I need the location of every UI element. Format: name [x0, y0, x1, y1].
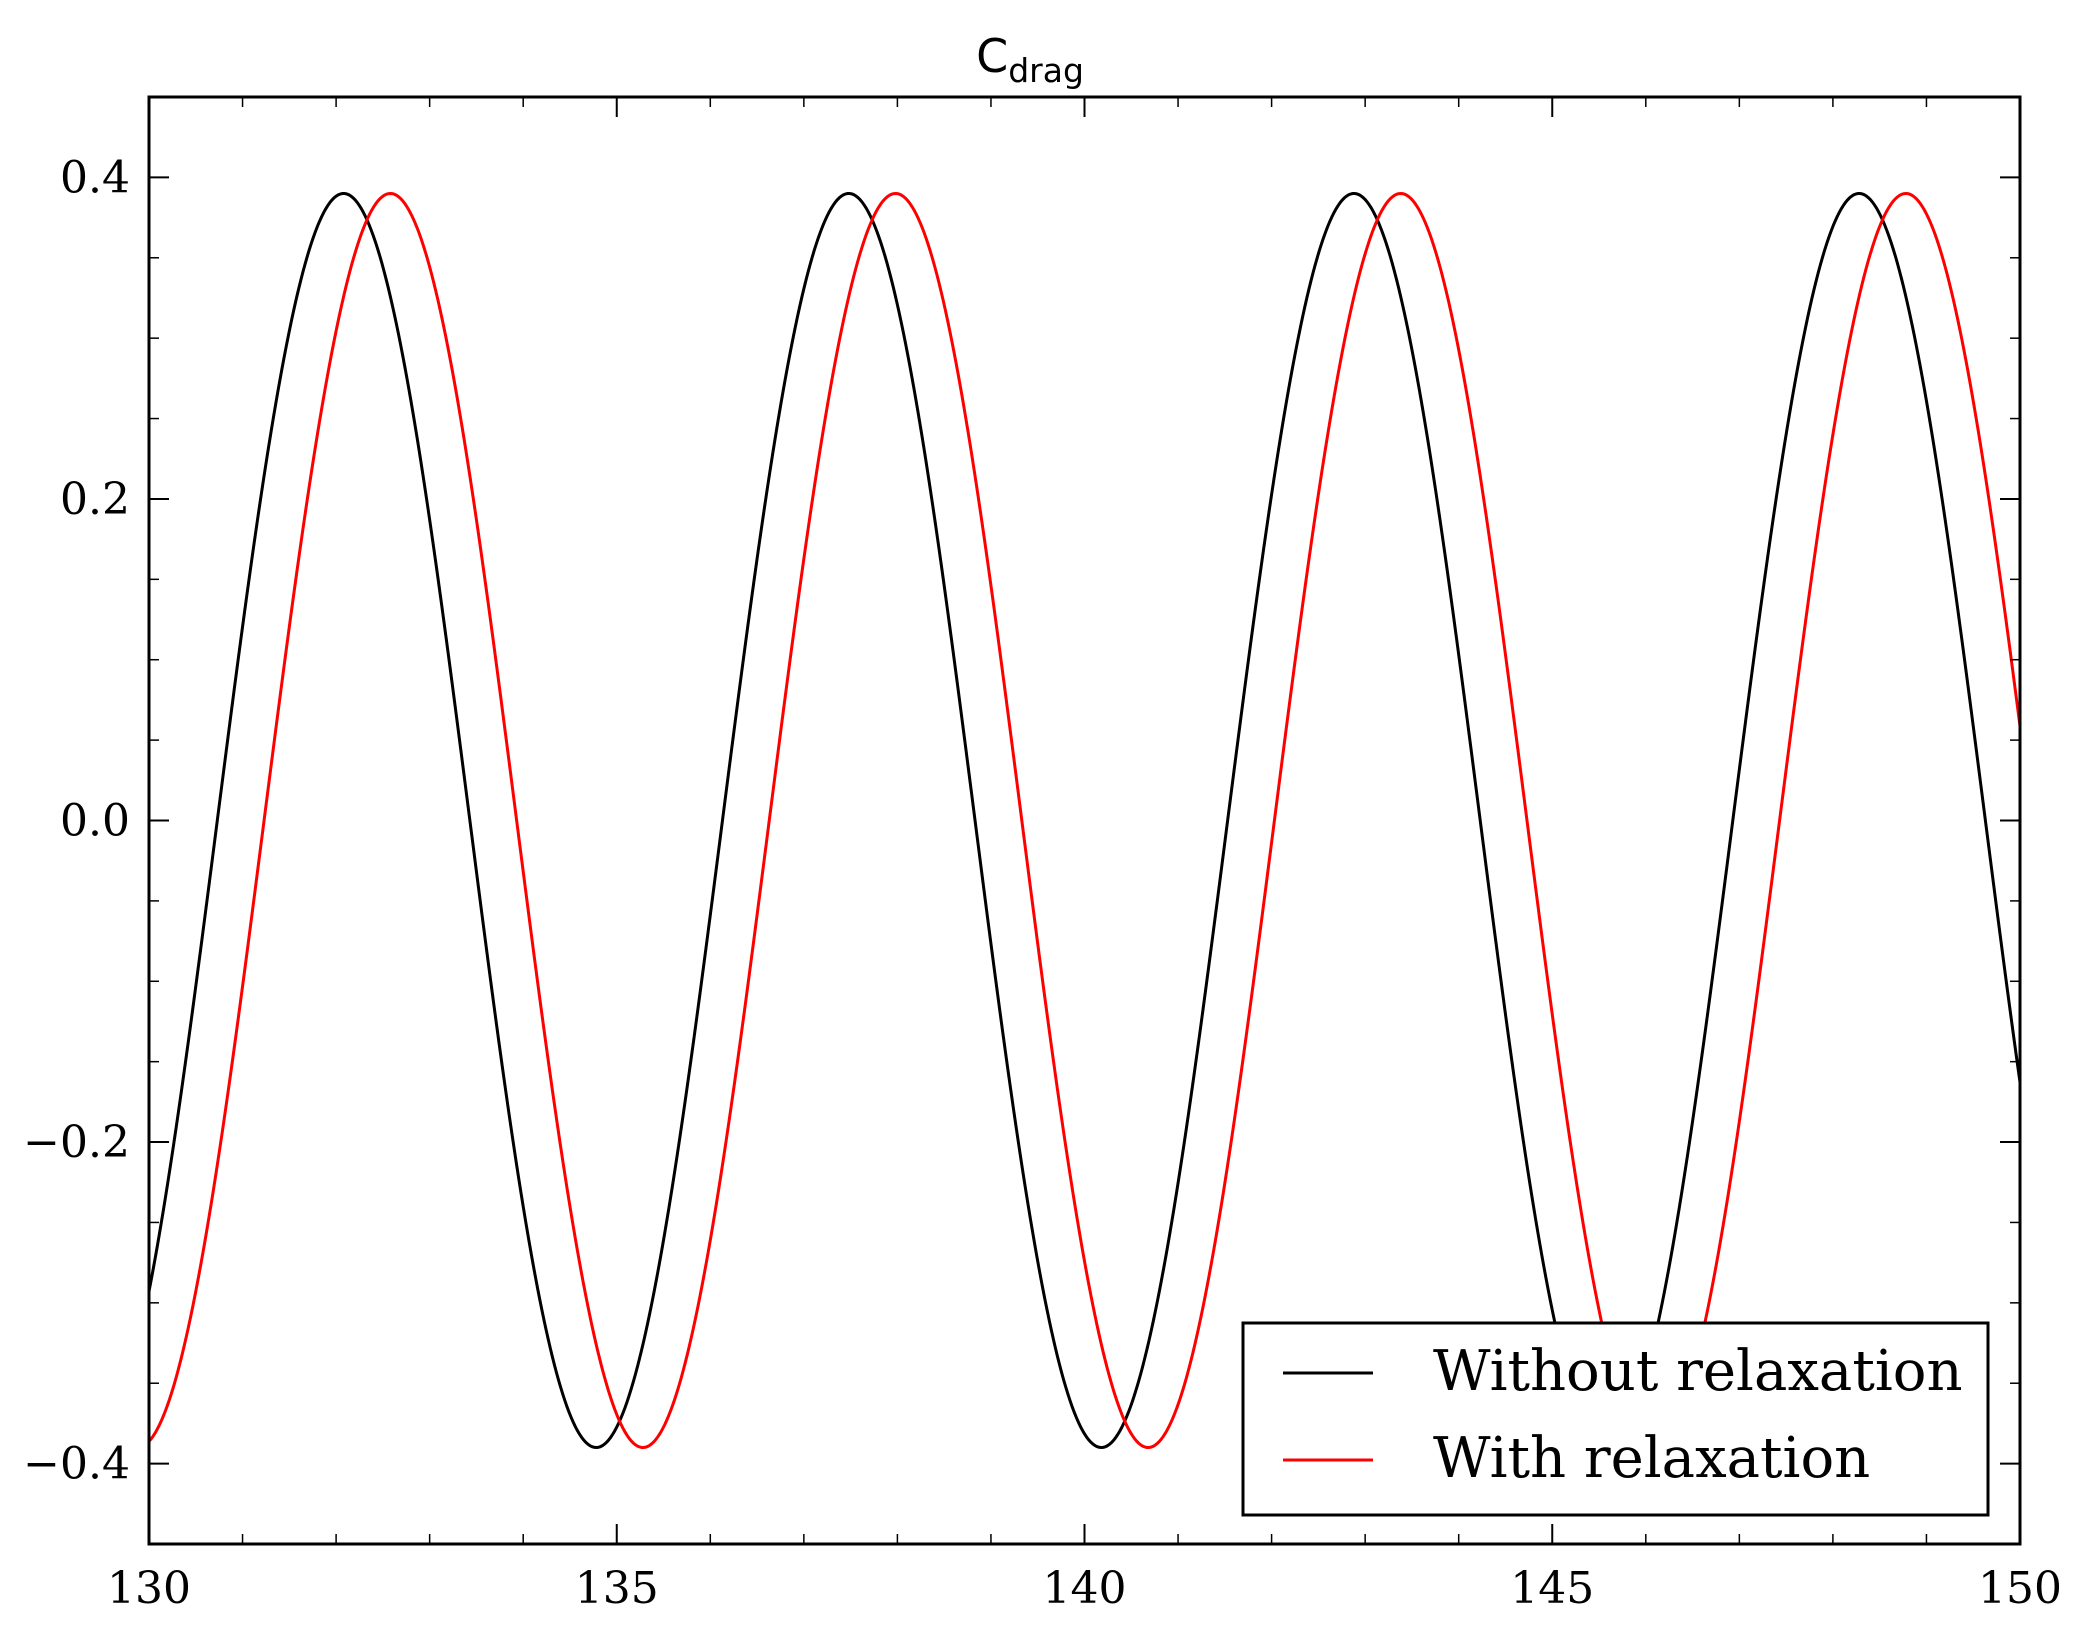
series-line-without-relaxation: [149, 191, 2020, 1450]
legend-label-without-relaxation: Without relaxation: [1433, 1339, 1963, 1404]
series-line-with-relaxation: [149, 191, 2020, 1450]
x-tick-label: 145: [1510, 1563, 1594, 1614]
x-tick-label: 135: [575, 1563, 659, 1614]
y-tick-label: 0.0: [60, 796, 130, 847]
series-layer: [149, 191, 2020, 1450]
y-tick-label: −0.4: [23, 1439, 130, 1490]
y-tick-label: 0.2: [60, 474, 130, 525]
legend-box: [1241, 1321, 1990, 1517]
chart-title-main: C: [976, 29, 1008, 83]
x-tick-label: 150: [1978, 1563, 2062, 1614]
y-tick-label: −0.2: [23, 1117, 130, 1168]
ticks-layer: 130 135 140 145 150 −0.4 −0.2 0.0 0.2 0.4: [23, 96, 2062, 1614]
legend-label-with-relaxation: With relaxation: [1433, 1426, 1870, 1491]
legend: Without relaxation With relaxation: [1241, 1321, 1990, 1517]
x-tick-label: 140: [1043, 1563, 1127, 1614]
x-tick-label: 130: [107, 1563, 191, 1614]
chart-title-subscript: drag: [1008, 51, 1084, 90]
y-tick-label: 0.4: [60, 152, 130, 203]
chart-title: Cdrag: [976, 29, 1084, 90]
